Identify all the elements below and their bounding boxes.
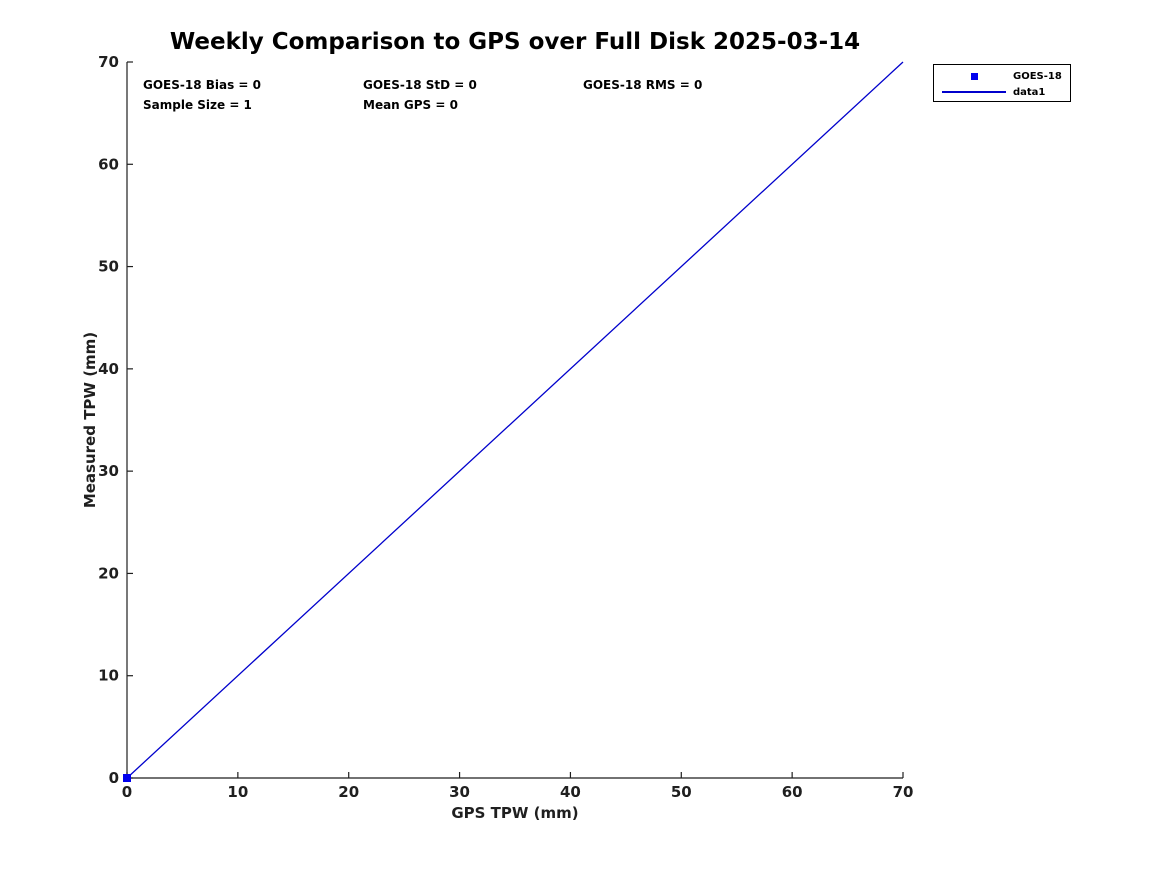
x-axis-label: GPS TPW (mm)	[451, 804, 579, 822]
square-marker-icon	[970, 72, 978, 80]
goes18-marker	[123, 774, 131, 782]
x-tick-label: 10	[227, 783, 248, 801]
y-tick-label: 30	[98, 462, 119, 480]
stat-mean-gps: Mean GPS = 0	[363, 98, 458, 112]
line-sample-icon	[942, 91, 1006, 93]
data1-identity-line	[126, 61, 904, 779]
y-tick-label: 70	[98, 53, 119, 71]
y-tick-label: 20	[98, 564, 119, 582]
x-tick-label: 40	[560, 783, 581, 801]
legend-entry-goes18: GOES-18	[934, 68, 1070, 84]
legend-label-goes18: GOES-18	[1013, 70, 1062, 82]
legend-swatch-box	[942, 91, 1006, 93]
x-tick-label: 50	[671, 783, 692, 801]
x-tick-label: 60	[782, 783, 803, 801]
y-tick-label: 50	[98, 258, 119, 276]
legend-swatch-box	[942, 72, 1006, 80]
y-tick-label: 40	[98, 360, 119, 378]
y-axis-label: Measured TPW (mm)	[81, 331, 99, 509]
chart-title: Weekly Comparison to GPS over Full Disk …	[169, 29, 861, 55]
x-tick-label: 70	[893, 783, 914, 801]
x-tick-label: 30	[449, 783, 470, 801]
x-tick-label: 0	[122, 783, 132, 801]
y-tick-label: 0	[109, 769, 119, 787]
legend-entry-data1: data1	[934, 84, 1070, 100]
legend-box: GOES-18 data1	[933, 64, 1071, 102]
stat-sample-size: Sample Size = 1	[143, 98, 252, 112]
stat-bias: GOES-18 Bias = 0	[143, 78, 262, 92]
stat-std: GOES-18 StD = 0	[363, 78, 477, 92]
legend-label-data1: data1	[1013, 86, 1046, 98]
y-tick-label: 10	[98, 667, 119, 685]
stat-rms: GOES-18 RMS = 0	[583, 78, 703, 92]
x-tick-label: 20	[338, 783, 359, 801]
y-tick-label: 60	[98, 155, 119, 173]
